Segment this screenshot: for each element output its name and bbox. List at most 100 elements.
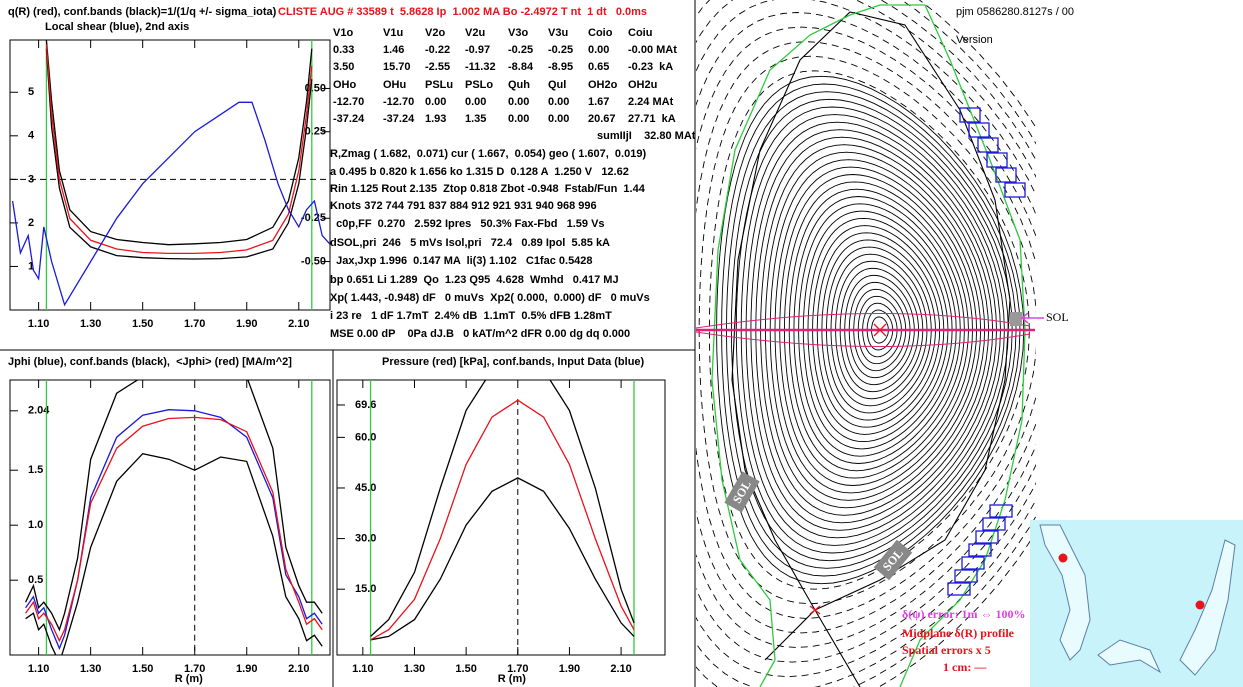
y-tick-label: 2: [28, 217, 34, 229]
sol-arrow: [1020, 312, 1044, 324]
run-id: pjm 0586280.8127s / 00: [956, 6, 1074, 18]
x-tick-label: 1.10: [352, 663, 373, 675]
y2-tick-label: 0.25: [305, 126, 326, 138]
probe-box: [977, 137, 999, 153]
table-cell: 1.35: [465, 113, 486, 125]
x-tick-label: 2.10: [288, 663, 309, 675]
info-line: i 23 re 1 dF 1.7mT 2.4% dB 1.1mT 0.5% dF…: [330, 310, 612, 322]
table-cell: 0.00: [548, 113, 569, 125]
series-line: [11, 101, 330, 307]
table-cell: 0.00: [548, 96, 569, 108]
x-tick-label: 1.90: [559, 663, 580, 675]
info-line: Rin 1.125 Rout 2.135 Ztop 0.818 Zbot -0.…: [330, 183, 646, 195]
table-cell: -0.22: [425, 44, 450, 56]
series-line: [45, 40, 313, 246]
table-cell: PSLu: [425, 79, 453, 91]
sum-line: sumIIjI 32.80 MAt: [597, 130, 696, 142]
info-line: c0p,FF 0.270 2.592 Ipres 50.3% Fax-Fbd 1…: [330, 218, 605, 230]
text-panel: CLISTE AUG # 33589 t 5.8628 Ip 1.002 MA …: [278, 6, 696, 340]
table-cell: V2o: [425, 27, 445, 39]
probe-box: [968, 543, 992, 557]
table-cell: 3.50: [333, 61, 354, 73]
table-cell: -37.24: [333, 113, 365, 125]
table-cell: 1.67: [588, 96, 609, 108]
info-line: bp 0.651 Li 1.289 Qo 1.23 Q95 4.628 Wmhd…: [330, 274, 619, 286]
probe-box: [995, 167, 1017, 183]
y2-tick-label: -0.50: [301, 255, 326, 267]
x-tick-label: 1.70: [184, 663, 205, 675]
x-tick-label: 1.10: [28, 318, 49, 330]
separatrix: [731, 11, 1011, 687]
series-line: [370, 477, 635, 641]
plot-frame: [336, 379, 666, 656]
table-cell: Qul: [548, 79, 566, 91]
xpoint-cross: [809, 605, 821, 615]
x-tick-label: 1.50: [132, 318, 153, 330]
chart-title: Pressure (red) [kPa], conf.bands, Input …: [382, 356, 645, 368]
plot-frame: [9, 39, 331, 311]
x-tick-label: 1.30: [404, 663, 425, 675]
table-cell: -12.70: [333, 96, 364, 108]
axis-cross: [873, 323, 887, 337]
table-cell: -0.25: [548, 44, 573, 56]
table-cell: -0.25: [508, 44, 533, 56]
scale-note: Spatial errors x 5: [902, 643, 991, 657]
probe-box: [982, 517, 1006, 531]
open-flux-line: [696, 12, 1036, 648]
y-tick-label: 30.0: [355, 532, 376, 544]
table-cell: 0.00: [425, 96, 446, 108]
vessel-view: [1030, 520, 1243, 687]
probe-box: [947, 582, 971, 596]
plot-area: [369, 380, 635, 655]
y-tick-label: 5: [28, 86, 34, 98]
series-line: [370, 399, 635, 641]
flux-labels: pjm 0586280.8127s / 00 Version SOL SOL S…: [724, 6, 1074, 674]
table-cell: OHo: [333, 79, 357, 91]
table-cell: -8.95: [548, 61, 573, 73]
table-cell: 20.67: [588, 113, 616, 125]
chart-subtitle: Local shear (blue), 2nd axis: [45, 21, 189, 33]
table-cell: 15.70: [383, 61, 411, 73]
table-cell: V3u: [548, 27, 568, 39]
table-cell: PSLo: [465, 79, 493, 91]
layout: [0, 0, 696, 687]
x-tick-label: 1.30: [80, 318, 101, 330]
table-cell: 27.71 kA: [628, 113, 676, 125]
vessel-outline: [1039, 524, 1091, 661]
y-tick-label: 1: [28, 260, 34, 272]
info-line: Knots 372 744 791 837 884 912 921 931 94…: [330, 200, 597, 212]
x-tick-label: 1.90: [236, 663, 257, 675]
sol-box-bg: [873, 539, 913, 581]
y-tick-label: 15.0: [355, 583, 376, 595]
table-cell: -37.24: [383, 113, 415, 125]
series-line: [25, 409, 323, 651]
vessel-outline: [1097, 639, 1162, 674]
series-line: [25, 380, 323, 632]
probe-box: [975, 530, 999, 544]
table-cell: -0.23 kA: [628, 61, 673, 73]
chart: Pressure (red) [kPa], conf.bands, Input …: [336, 356, 666, 685]
series-line: [45, 48, 313, 260]
x-tick-label: 1.70: [507, 663, 528, 675]
x-tick-label: 1.30: [80, 663, 101, 675]
table-cell: 1.93: [425, 113, 446, 125]
x-tick-label: 2.10: [610, 663, 631, 675]
y2-tick-label: -0.25: [301, 212, 326, 224]
probe-box: [986, 152, 1008, 168]
table-cell: 1.46: [383, 44, 404, 56]
probe-box: [968, 122, 990, 138]
marker-dot: [1058, 553, 1068, 563]
table-cell: 0.00: [465, 96, 486, 108]
probe-box: [954, 569, 978, 583]
probe-box: [959, 107, 981, 123]
y-tick-label: 1.5: [28, 464, 43, 476]
version: Version: [956, 34, 993, 46]
probe-box: [961, 556, 985, 570]
table-cell: OHu: [383, 79, 406, 91]
probe-box: [1004, 182, 1026, 198]
table-cell: V1u: [383, 27, 403, 39]
y-tick-label: 69.6: [355, 399, 376, 411]
cm-note: 1 cm: —: [943, 660, 987, 674]
info-line: MSE 0.00 dP 0Pa dJ.B 0 kAT/m^2 dFR 0.00 …: [330, 328, 630, 340]
